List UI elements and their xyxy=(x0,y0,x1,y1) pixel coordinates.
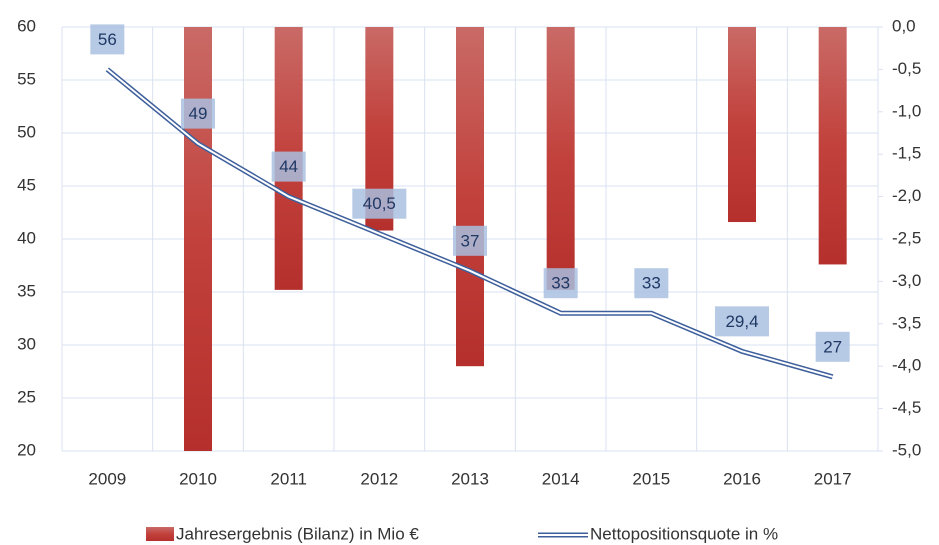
y-tick-label: 35 xyxy=(17,281,36,300)
y2-tick-label: -4,0 xyxy=(892,356,921,375)
y2-tick-label: -5,0 xyxy=(892,440,921,459)
x-tick-label: 2015 xyxy=(632,469,670,488)
data-label-box xyxy=(634,268,669,299)
bar xyxy=(728,27,756,223)
data-label: 40,5 xyxy=(363,194,396,213)
data-label: 44 xyxy=(279,157,298,176)
y2-tick-label: -0,5 xyxy=(892,59,921,78)
x-tick-label: 2014 xyxy=(542,469,580,488)
x-tick-label: 2012 xyxy=(360,469,398,488)
bar xyxy=(818,27,847,265)
y2-tick-label: -1,0 xyxy=(892,101,921,120)
y-tick-label: 55 xyxy=(17,69,36,88)
y2-tick-label: -3,0 xyxy=(892,271,921,290)
y2-tick-label: -4,5 xyxy=(892,398,921,417)
data-label: 49 xyxy=(189,104,208,123)
data-label-box xyxy=(271,151,306,182)
bar xyxy=(456,27,484,367)
x-tick-label: 2017 xyxy=(814,469,852,488)
data-label-box xyxy=(90,24,125,55)
legend-swatch-bar xyxy=(146,527,174,541)
data-label-box xyxy=(181,98,215,129)
bar xyxy=(546,27,575,290)
data-label-box xyxy=(715,306,769,337)
data-label-box xyxy=(453,225,487,256)
data-label-box xyxy=(815,331,850,362)
line-inner xyxy=(106,68,833,378)
y-tick-label: 25 xyxy=(17,387,36,406)
data-label-box xyxy=(543,268,578,299)
legend-label: Jahresergebnis (Bilanz) in Mio € xyxy=(176,524,419,543)
y2-tick-label: 0,0 xyxy=(892,16,916,35)
data-label: 33 xyxy=(551,274,570,293)
y-tick-label: 40 xyxy=(17,228,36,247)
data-label: 37 xyxy=(461,231,480,250)
data-label: 33 xyxy=(642,274,661,293)
y2-tick-label: -2,0 xyxy=(892,186,921,205)
y2-tick-label: -3,5 xyxy=(892,313,921,332)
y2-tick-label: -1,5 xyxy=(892,144,921,163)
y-tick-label: 30 xyxy=(17,334,36,353)
x-tick-label: 2016 xyxy=(723,469,761,488)
data-label: 29,4 xyxy=(725,312,758,331)
legend-label: Nettopositionsquote in % xyxy=(590,524,778,543)
data-label: 27 xyxy=(823,337,842,356)
x-tick-label: 2010 xyxy=(179,469,217,488)
y-tick-label: 45 xyxy=(17,175,36,194)
y-tick-label: 50 xyxy=(17,122,36,141)
y-tick-label: 20 xyxy=(17,440,36,459)
y2-tick-label: -2,5 xyxy=(892,228,921,247)
data-label: 56 xyxy=(98,30,117,49)
x-tick-label: 2013 xyxy=(451,469,489,488)
x-tick-label: 2009 xyxy=(88,469,126,488)
data-label-box xyxy=(352,188,407,219)
y-tick-label: 60 xyxy=(17,16,36,35)
bar xyxy=(184,27,212,451)
x-tick-label: 2011 xyxy=(270,469,307,488)
